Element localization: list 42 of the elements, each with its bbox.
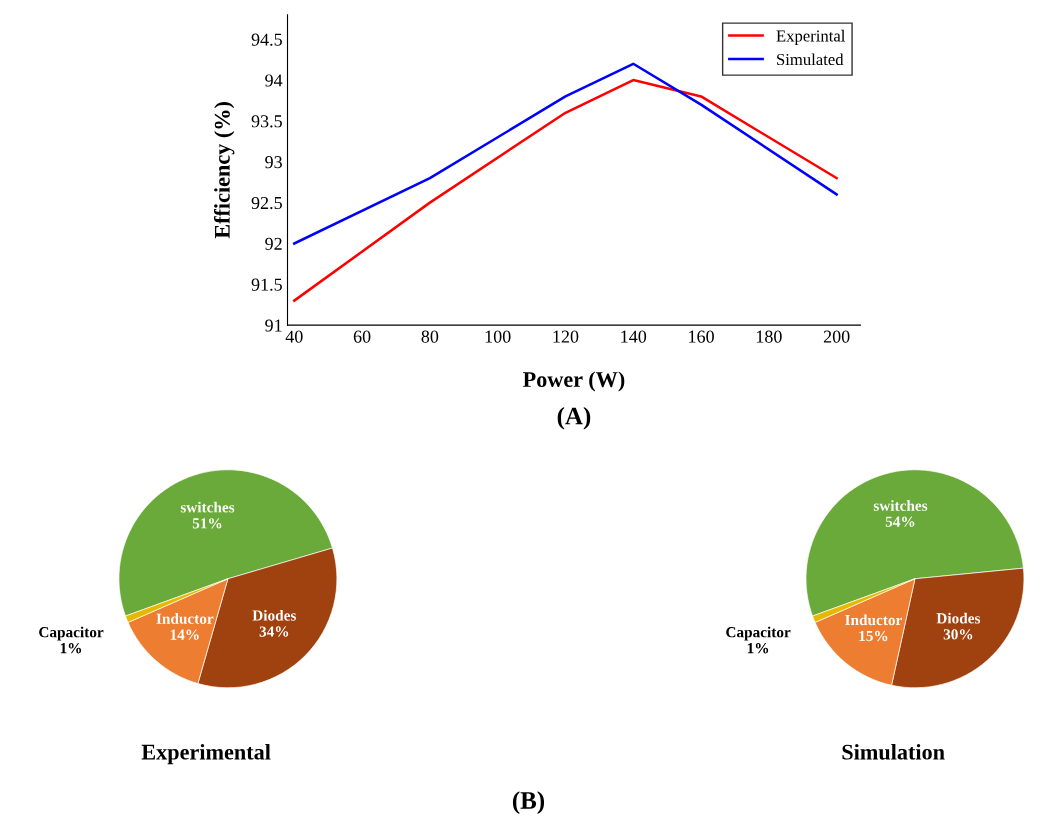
x-tick-label: 160 <box>689 330 714 343</box>
y-tick-label: 92 <box>265 237 282 250</box>
y-tick-label: 94 <box>265 74 283 87</box>
y-tick-label: 91.5 <box>251 278 282 291</box>
data-label: 34% <box>259 626 289 637</box>
slice-label: switches <box>180 501 235 513</box>
text: Simulation <box>842 743 945 760</box>
text: Experimental <box>141 743 271 765</box>
x-tick-label: 60 <box>353 330 371 343</box>
x-tick-label: 80 <box>421 330 439 343</box>
y-tick-label: 93.5 <box>251 115 282 128</box>
x-tick-label: 200 <box>823 330 850 343</box>
data-label: 14% <box>170 629 199 640</box>
slice-label: Capacitor <box>39 626 104 641</box>
slice-label: Capacitor <box>726 626 791 641</box>
slice-label: Diodes <box>252 609 297 621</box>
x-tick-label: 100 <box>485 330 511 343</box>
y-tick-label: 91 <box>265 319 282 332</box>
slice-label: switches <box>873 500 928 511</box>
text: (B) <box>512 791 545 814</box>
y-tick-label: 92.5 <box>251 196 282 210</box>
data-label: 1% <box>60 643 82 654</box>
x-tick-label: 120 <box>553 330 579 343</box>
legend-label: Simulated <box>777 53 844 66</box>
legend-label: Experintal <box>776 29 846 45</box>
x-tick-label: 180 <box>756 330 782 343</box>
line-series <box>293 78 838 302</box>
x-axis-title: Power (W) <box>523 371 625 392</box>
data-label: 54% <box>885 516 915 527</box>
x-tick-label: 40 <box>285 330 303 343</box>
data-label: 1% <box>747 643 769 654</box>
slice-label: Inductor <box>156 613 214 624</box>
data-label: 15% <box>859 630 888 642</box>
slice-label: Inductor <box>845 614 902 626</box>
data-label: 30% <box>943 629 973 640</box>
x-tick-label: 140 <box>621 330 647 343</box>
text: (A) <box>557 406 591 430</box>
y-axis-title: Efficiency (%) <box>213 102 235 239</box>
slice-label: Diodes <box>936 612 981 624</box>
data-label: 51% <box>192 518 222 529</box>
y-tick-label: 93 <box>265 156 282 169</box>
y-tick-label: 94.5 <box>251 33 282 46</box>
